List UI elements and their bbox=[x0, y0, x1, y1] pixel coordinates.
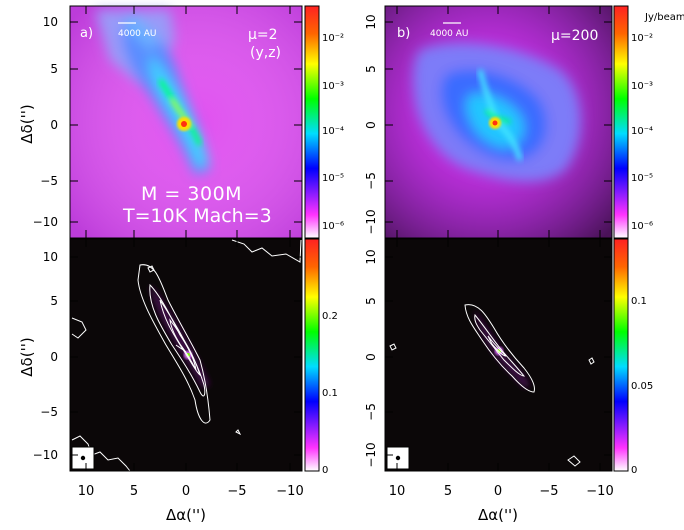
colorbar-top-left bbox=[304, 5, 320, 239]
x-tick-label: −5 bbox=[227, 484, 246, 499]
y-tick-label-right: 5 bbox=[364, 297, 378, 305]
colorbar-tick-label: 10⁻⁶ bbox=[631, 221, 653, 232]
x-tick-label: −10 bbox=[586, 484, 613, 499]
x-tick-label: −10 bbox=[276, 484, 303, 499]
x-tick-label: 0 bbox=[494, 484, 502, 499]
colorbar-unit-label: Jy/beam bbox=[644, 12, 684, 23]
map-bottom-left bbox=[69, 238, 303, 472]
map-bottom-right bbox=[384, 238, 613, 472]
y-tick-label: −10 bbox=[33, 215, 58, 229]
colorbar-tick-label: 0 bbox=[631, 465, 637, 476]
panel-a-projection: (y,z) bbox=[250, 45, 281, 61]
x-tick-label: 5 bbox=[130, 484, 138, 499]
y-tick-label: 5 bbox=[50, 294, 58, 308]
colorbar-tick-label: 10⁻⁵ bbox=[322, 173, 344, 184]
y-tick-label: 5 bbox=[50, 62, 58, 76]
colorbar-tick-label: 10⁻⁴ bbox=[322, 126, 344, 137]
y-tick-label-right: −5 bbox=[364, 172, 378, 190]
colorbar-tick-label: 0.2 bbox=[322, 311, 338, 322]
y-tick-label: 0 bbox=[50, 118, 58, 132]
x-tick-label: 10 bbox=[78, 484, 95, 499]
y-tick-label: 0 bbox=[50, 350, 58, 364]
colorbar-top-right bbox=[613, 5, 629, 239]
y-tick-label-right: −10 bbox=[364, 209, 378, 234]
y-tick-label-right: 10 bbox=[364, 249, 378, 264]
panel-a-mu: μ=2 bbox=[248, 27, 278, 43]
xlabel-right: Δα('') bbox=[478, 506, 518, 524]
panel-a-conditions: T=10K Mach=3 bbox=[122, 205, 272, 227]
colorbar-tick-label: 10⁻² bbox=[631, 33, 653, 44]
colorbar-tick-label: 10⁻⁴ bbox=[631, 126, 653, 137]
panel-a-letter: a) bbox=[80, 26, 93, 41]
colorbar-tick-label: 10⁻⁵ bbox=[631, 173, 653, 184]
colorbar-tick-label: 10⁻² bbox=[322, 33, 344, 44]
beam-box-left bbox=[71, 446, 95, 470]
tick-layer: 10 10 5 5 0 0 −5 −5 −10 −10 10 10 5 5 0 0 −5 −5 −10 −10 10 10… bbox=[33, 6, 653, 499]
y-tick-label: 10 bbox=[43, 250, 58, 264]
y-tick-label-right: 5 bbox=[364, 65, 378, 73]
colorbar-tick-label: 0.05 bbox=[631, 381, 653, 392]
colorbar-tick-label: 10⁻³ bbox=[322, 81, 344, 92]
x-tick-label: 10 bbox=[389, 484, 406, 499]
y-tick-label: −10 bbox=[33, 448, 58, 462]
colorbar-tick-label: 10⁻³ bbox=[631, 81, 653, 92]
panel-b-letter: b) bbox=[397, 26, 410, 41]
x-tick-label: 0 bbox=[182, 484, 190, 499]
colorbar-tick-label: 0.1 bbox=[322, 388, 338, 399]
map-top-right bbox=[384, 5, 613, 239]
y-tick-label-right: 10 bbox=[364, 14, 378, 29]
colorbar-bottom-left bbox=[304, 238, 320, 472]
y-tick-label-right: 0 bbox=[364, 353, 378, 361]
y-tick-label: −5 bbox=[40, 174, 58, 188]
scalebar-a-label: 4000 AU bbox=[118, 29, 157, 39]
xlabel-left: Δα('') bbox=[166, 506, 206, 524]
x-tick-label: 5 bbox=[444, 484, 452, 499]
map-top-left bbox=[69, 5, 303, 239]
y-tick-label: 10 bbox=[43, 15, 58, 29]
scalebar-b-label: 4000 AU bbox=[430, 29, 469, 39]
colorbar-tick-label: 10⁻⁶ bbox=[322, 221, 344, 232]
y-tick-label: −5 bbox=[40, 405, 58, 419]
y-tick-label-right: −5 bbox=[364, 403, 378, 421]
beam-box-right bbox=[386, 446, 410, 470]
y-tick-label-right: −10 bbox=[364, 442, 378, 467]
panel-a-mass: M = 300M bbox=[141, 183, 242, 205]
ylabel-top: Δδ('') bbox=[18, 104, 36, 143]
y-tick-label-right: 0 bbox=[364, 121, 378, 129]
colorbar-bottom-right bbox=[613, 238, 629, 472]
colorbar-tick-label: 0.1 bbox=[631, 296, 647, 307]
ylabel-bottom: Δδ('') bbox=[18, 337, 36, 376]
panel-b-mu: μ=200 bbox=[551, 28, 598, 44]
colorbar-tick-label: 0 bbox=[322, 465, 328, 476]
x-tick-label: −5 bbox=[539, 484, 558, 499]
